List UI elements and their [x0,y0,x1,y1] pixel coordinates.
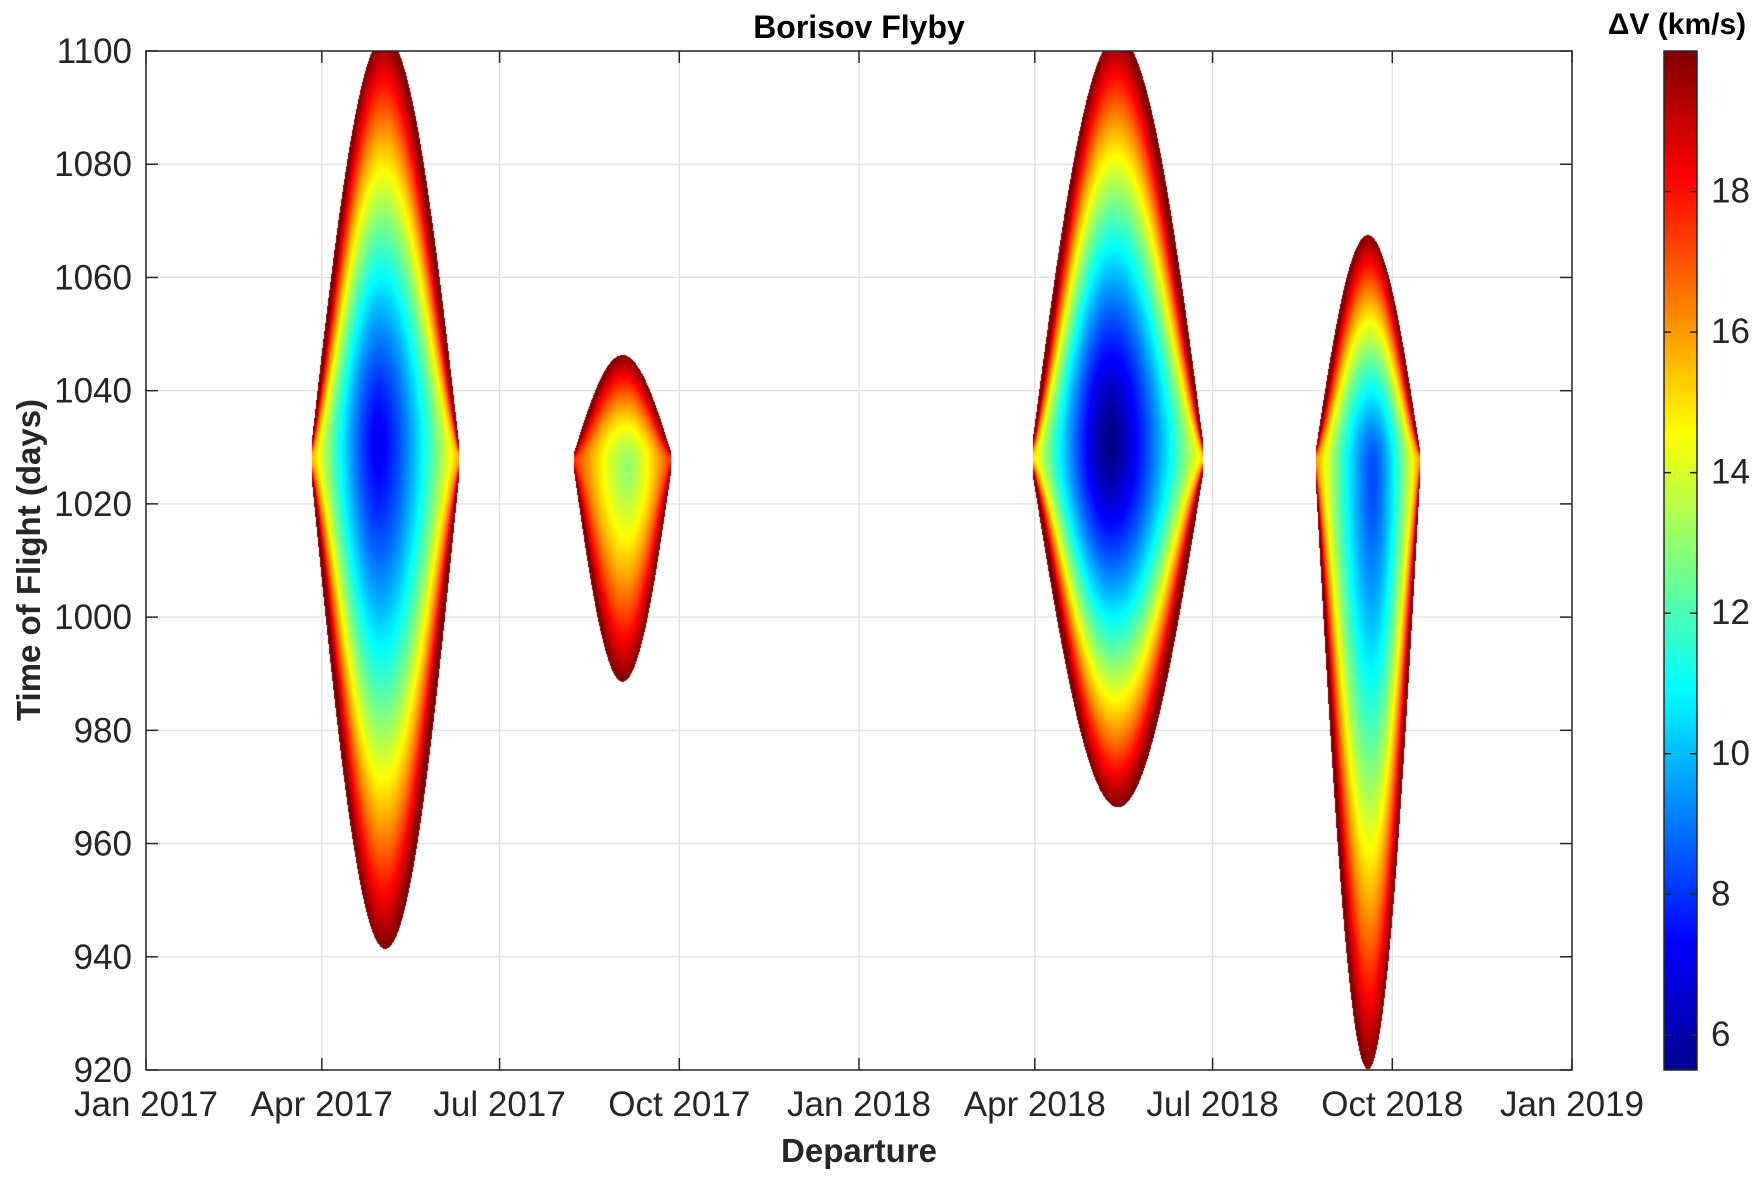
colorbar-tick-label: 18 [1711,172,1750,211]
dv-heatmap [146,51,1572,1070]
x-tick-label: Oct 2017 [608,1085,750,1124]
y-tick-label: 920 [74,1051,132,1090]
x-tick-label: Jan 2018 [787,1085,931,1124]
x-axis-ticks: Jan 2017 Apr 2017 Jul 2017 Oct 2017 Jan 2018… [74,51,1644,1124]
colorbar-tick-label: 10 [1711,734,1750,773]
colorbar-tick-label: 14 [1711,453,1750,492]
y-tick-label: 1080 [54,145,132,184]
colorbar-ticks: 6 8 10 12 14 16 18 [1664,172,1750,1054]
y-tick-label: 1060 [54,258,132,297]
colorbar-tick-label: 6 [1711,1015,1730,1054]
x-tick-label: Jan 2019 [1500,1085,1644,1124]
plot-area [146,51,1572,1070]
colorbar [1663,50,1698,1071]
x-axis-title: Departure [781,1132,937,1169]
y-tick-label: 980 [74,711,132,750]
y-axis-ticks: 920 940 960 980 1000 1020 1040 1060 1080 1100 [54,32,1572,1090]
colorbar-title: ΔV (km/s) [1608,8,1746,41]
y-axis-title: Time of Flight (days) [10,399,47,721]
y-tick-label: 960 [74,825,132,864]
x-tick-label: Jul 2017 [433,1085,565,1124]
x-tick-label: Jan 2017 [74,1085,218,1124]
colorbar-tick-label: 16 [1711,312,1750,351]
x-tick-label: Jul 2018 [1146,1085,1278,1124]
y-tick-label: 1020 [54,485,132,524]
colorbar-tick-label: 12 [1711,593,1750,632]
x-tick-label: Oct 2018 [1321,1085,1463,1124]
chart-title: Borisov Flyby [753,9,965,45]
y-tick-label: 1040 [54,372,132,411]
colorbar-tick-label: 8 [1711,874,1730,913]
x-tick-label: Apr 2017 [251,1085,393,1124]
y-tick-label: 940 [74,938,132,977]
y-tick-label: 1100 [57,32,132,71]
x-tick-label: Apr 2018 [964,1085,1106,1124]
y-tick-label: 1000 [54,598,132,637]
